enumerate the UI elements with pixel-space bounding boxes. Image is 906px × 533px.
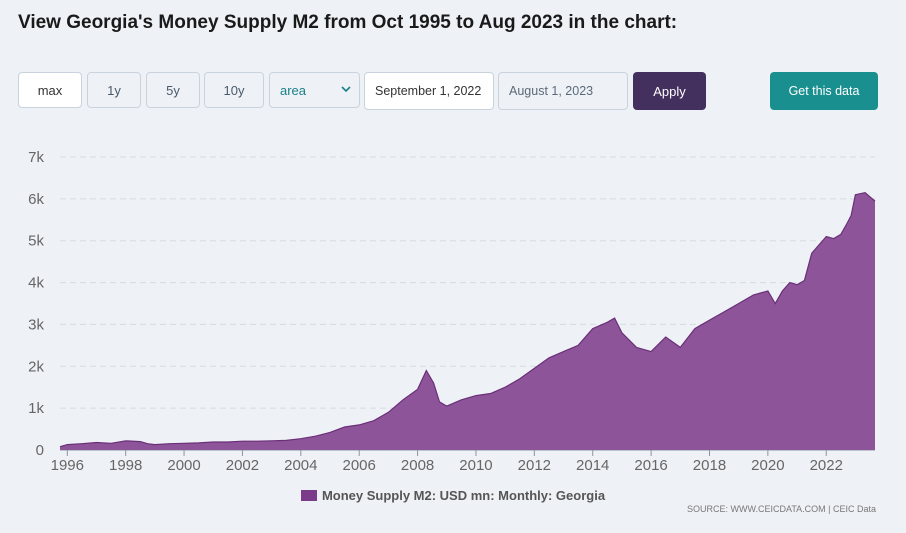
date-from-input[interactable]: September 1, 2022 — [364, 72, 494, 110]
series-area — [60, 192, 875, 450]
apply-button[interactable]: Apply — [633, 72, 706, 110]
y-tick-label: 7k — [28, 149, 44, 166]
source-note: SOURCE: WWW.CEICDATA.COM | CEIC Data — [686, 504, 876, 514]
y-tick-label: 5k — [28, 233, 44, 250]
x-tick-label: 2002 — [226, 457, 259, 474]
legend-label: Money Supply M2: USD mn: Monthly: Georgi… — [321, 488, 606, 503]
x-tick-label: 2012 — [518, 457, 551, 474]
y-tick-label: 6k — [28, 191, 44, 208]
y-tick-label: 3k — [28, 316, 44, 333]
series-line — [59, 191, 876, 448]
date-to-input[interactable]: August 1, 2023 — [498, 72, 628, 110]
chart-grid — [60, 156, 875, 409]
y-tick-label: 4k — [28, 275, 44, 292]
chart-type-select[interactable]: area — [269, 72, 360, 108]
y-axis: 0 1k 2k 3k 4k 5k 6k 7k — [28, 149, 44, 459]
x-tick-label: 2020 — [751, 457, 784, 474]
chevron-down-icon — [340, 83, 352, 98]
range-button-10y[interactable]: 10y — [204, 72, 264, 108]
x-tick-label: 2014 — [576, 457, 609, 474]
range-button-max[interactable]: max — [18, 72, 82, 108]
x-tick-label: 2000 — [167, 457, 200, 474]
series-layer — [59, 191, 876, 450]
chart-legend[interactable]: Money Supply M2: USD mn: Monthly: Georgi… — [0, 488, 906, 503]
x-tick-label: 2004 — [284, 457, 317, 474]
x-tick-label: 2010 — [459, 457, 492, 474]
x-tick-label: 2022 — [810, 457, 843, 474]
x-axis: 1996 1998 2000 2002 2004 2006 2008 2010 2012 2014… — [51, 449, 875, 474]
x-tick-label: 1998 — [109, 457, 142, 474]
x-tick-label: 2006 — [343, 457, 376, 474]
y-tick-label: 1k — [28, 400, 44, 417]
y-tick-label: 0 — [36, 442, 44, 459]
x-tick-label: 2008 — [401, 457, 434, 474]
y-tick-label: 2k — [28, 358, 44, 375]
chart-type-selected-label: area — [280, 82, 307, 98]
range-button-5y[interactable]: 5y — [146, 72, 200, 108]
get-this-data-button[interactable]: Get this data — [770, 72, 878, 110]
page-title: View Georgia's Money Supply M2 from Oct … — [18, 12, 678, 33]
legend-swatch — [300, 490, 317, 501]
x-tick-label: 1996 — [51, 457, 84, 474]
x-tick-label: 2018 — [693, 457, 726, 474]
x-tick-label: 2016 — [634, 457, 667, 474]
range-button-1y[interactable]: 1y — [87, 72, 141, 108]
